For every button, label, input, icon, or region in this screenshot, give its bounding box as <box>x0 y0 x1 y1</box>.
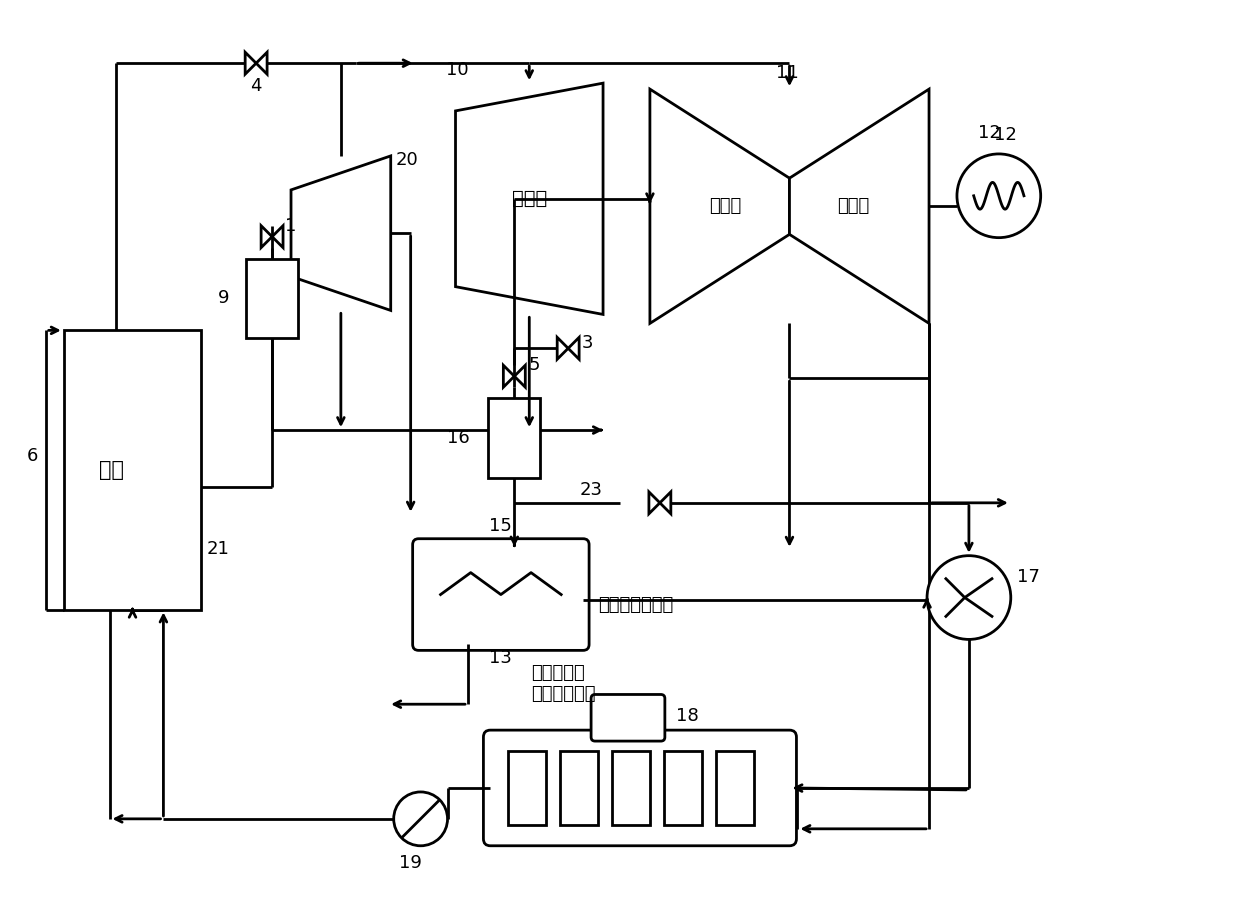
Polygon shape <box>650 89 790 323</box>
Circle shape <box>928 556 1011 639</box>
Text: 19: 19 <box>399 854 422 872</box>
Text: 23: 23 <box>580 481 603 499</box>
Text: 5: 5 <box>528 357 539 374</box>
Bar <box>489 398 541 478</box>
Text: 15: 15 <box>490 516 512 535</box>
Bar <box>63 330 201 610</box>
Text: 11: 11 <box>775 64 799 83</box>
Polygon shape <box>649 492 660 514</box>
Bar <box>560 751 598 825</box>
Text: 9: 9 <box>218 289 229 307</box>
Circle shape <box>394 792 448 846</box>
Polygon shape <box>568 338 579 359</box>
Polygon shape <box>515 365 526 387</box>
Bar <box>663 751 702 825</box>
Polygon shape <box>272 225 283 248</box>
Circle shape <box>957 154 1040 238</box>
Bar <box>508 751 547 825</box>
Text: 1: 1 <box>285 216 296 234</box>
FancyBboxPatch shape <box>484 730 796 846</box>
Text: 12: 12 <box>993 126 1017 144</box>
Text: 去热网供热
或蓄热罐蓄热: 去热网供热 或蓄热罐蓄热 <box>531 665 595 703</box>
Polygon shape <box>660 492 671 514</box>
Text: 低压缸: 低压缸 <box>709 198 742 216</box>
Text: 6: 6 <box>26 447 37 465</box>
Text: 20: 20 <box>396 151 418 169</box>
Bar <box>247 259 298 339</box>
Text: 低压缸: 低压缸 <box>837 198 869 216</box>
Text: 13: 13 <box>490 649 512 667</box>
Bar <box>613 751 650 825</box>
Polygon shape <box>262 225 272 248</box>
Text: 锅炉: 锅炉 <box>99 460 124 480</box>
Text: 中压缸: 中压缸 <box>512 189 547 208</box>
Text: 4: 4 <box>250 77 262 95</box>
FancyBboxPatch shape <box>591 694 665 741</box>
FancyBboxPatch shape <box>413 539 589 650</box>
Text: 21: 21 <box>206 540 229 558</box>
Text: 10: 10 <box>445 61 469 79</box>
Polygon shape <box>246 52 257 75</box>
Polygon shape <box>790 89 929 323</box>
Polygon shape <box>557 338 568 359</box>
Polygon shape <box>503 365 515 387</box>
Text: 18: 18 <box>676 708 698 726</box>
Bar <box>715 751 754 825</box>
Text: 3: 3 <box>582 334 594 352</box>
Polygon shape <box>257 52 267 75</box>
Text: 疏水打入凝汽器: 疏水打入凝汽器 <box>598 595 673 613</box>
Polygon shape <box>291 156 391 311</box>
Text: 12: 12 <box>978 124 1001 142</box>
Text: 17: 17 <box>1017 568 1039 585</box>
Text: 16: 16 <box>446 429 469 447</box>
Polygon shape <box>455 84 603 314</box>
